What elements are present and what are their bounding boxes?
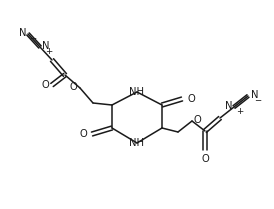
Text: O: O bbox=[194, 115, 202, 125]
Text: O: O bbox=[187, 94, 195, 104]
Text: O: O bbox=[201, 154, 209, 164]
Text: N: N bbox=[226, 101, 233, 111]
Text: +: + bbox=[45, 46, 53, 56]
Text: O: O bbox=[79, 129, 87, 139]
Text: NH: NH bbox=[130, 87, 144, 97]
Text: NH: NH bbox=[130, 138, 144, 148]
Text: O: O bbox=[69, 82, 77, 92]
Text: N: N bbox=[251, 90, 258, 100]
Text: −: − bbox=[29, 33, 37, 42]
Text: O: O bbox=[41, 80, 49, 90]
Text: N: N bbox=[42, 41, 50, 51]
Text: −: − bbox=[254, 96, 262, 104]
Text: N: N bbox=[19, 28, 26, 38]
Text: +: + bbox=[236, 107, 244, 116]
